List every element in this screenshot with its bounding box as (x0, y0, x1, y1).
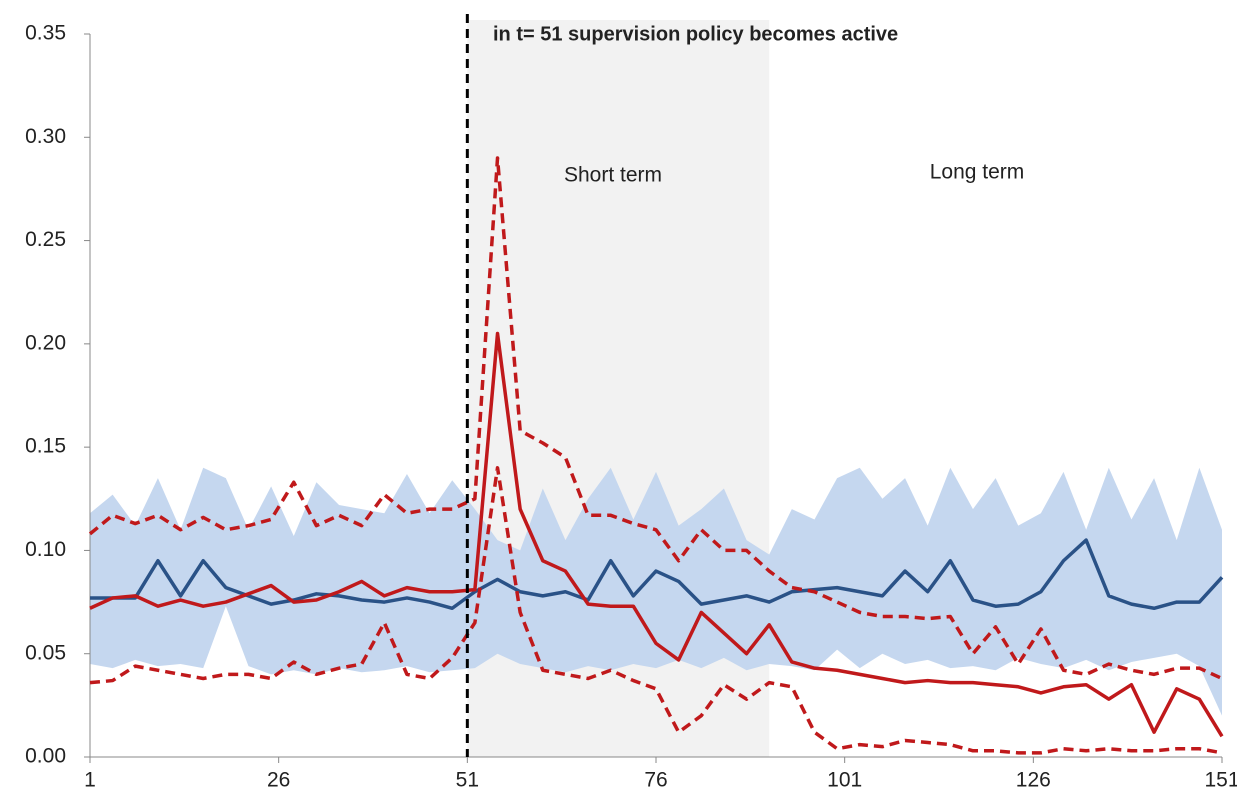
series-line (90, 538, 1224, 611)
series-line (89, 331, 1224, 738)
x-tick-label: 26 (267, 769, 290, 792)
y-tick-label: 0.20 (25, 331, 66, 354)
series-line (89, 466, 1223, 755)
x-tick-label: 126 (1016, 769, 1051, 792)
annotation: Short term (564, 164, 662, 187)
series-line (88, 156, 1223, 681)
y-tick-label: 0.15 (25, 435, 66, 458)
x-tick-label: 51 (456, 769, 479, 792)
y-tick-label: 0.00 (25, 745, 66, 768)
annotation: Long term (930, 161, 1025, 184)
x-tick-label: 151 (1204, 769, 1237, 792)
x-tick-label: 101 (827, 769, 862, 792)
y-tick-label: 0.35 (25, 22, 66, 45)
band-area (90, 467, 1222, 716)
y-tick-label: 0.10 (25, 538, 66, 561)
y-tick-label: 0.30 (25, 125, 66, 148)
y-tick-label: 0.25 (25, 228, 66, 251)
chart-title: in t= 51 supervision policy becomes acti… (493, 23, 898, 45)
x-tick-label: 76 (644, 769, 667, 792)
x-tick-label: 1 (84, 769, 96, 792)
y-tick-label: 0.05 (25, 641, 66, 664)
